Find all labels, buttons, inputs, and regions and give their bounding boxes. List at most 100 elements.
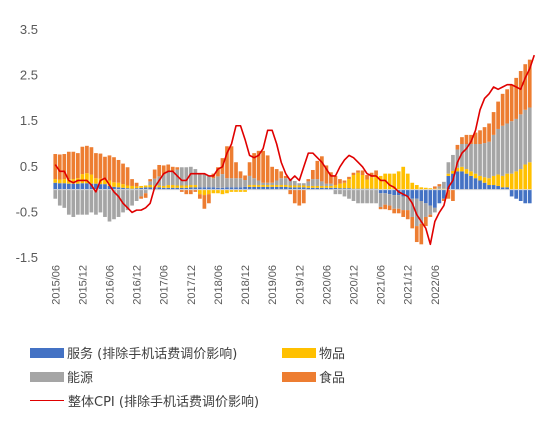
bar-goods	[71, 179, 76, 184]
bar-energy	[374, 189, 378, 204]
bar-goods	[62, 179, 67, 184]
bar-energy	[270, 182, 275, 186]
bar-energy	[333, 189, 338, 195]
bar-services	[202, 187, 207, 190]
bar-food	[297, 189, 302, 206]
bar-services	[229, 187, 234, 190]
bar-goods	[107, 180, 112, 186]
bar-goods	[116, 182, 121, 188]
bar-services	[419, 189, 424, 201]
bar-food	[166, 164, 171, 172]
bar-goods	[193, 185, 198, 188]
bar-food	[198, 194, 202, 199]
bar-goods	[170, 185, 175, 188]
bar-food	[419, 223, 424, 245]
bar-energy	[487, 141, 491, 179]
y-tick-label: 1.5	[20, 113, 38, 128]
bar-energy	[225, 178, 229, 188]
bar-food	[315, 160, 320, 180]
bar-goods	[166, 185, 171, 188]
bar-goods	[378, 175, 383, 190]
bar-food	[256, 150, 261, 181]
bar-services	[207, 187, 211, 190]
bar-goods	[392, 173, 397, 190]
bar-food	[247, 162, 252, 176]
legend-swatch-services	[30, 347, 64, 358]
bar-services	[329, 187, 333, 190]
bar-services	[414, 189, 419, 199]
bar-services	[184, 187, 189, 190]
bar-goods	[125, 185, 130, 189]
bar-goods	[351, 175, 356, 189]
bar-energy	[116, 189, 121, 217]
bar-services	[428, 189, 433, 206]
bar-food	[130, 179, 134, 186]
bar-energy	[247, 175, 252, 186]
bar-goods	[509, 173, 514, 190]
legend-label-cpi: 整体CPI (排除手机话费调价影响)	[68, 395, 260, 410]
bar-goods	[85, 173, 89, 184]
bar-food	[414, 226, 419, 243]
bar-food	[80, 146, 85, 175]
bar-food	[139, 196, 143, 199]
bar-energy	[139, 189, 143, 197]
bar-energy	[94, 189, 98, 215]
bar-goods	[202, 189, 207, 196]
bar-energy	[80, 189, 85, 215]
x-tick-label: 2015/12	[77, 265, 89, 305]
bar-food	[152, 169, 157, 179]
bar-energy	[356, 189, 360, 204]
bar-services	[514, 189, 519, 199]
bar-services	[107, 185, 112, 190]
bar-food	[121, 163, 125, 185]
bar-food	[383, 204, 387, 210]
bar-goods	[518, 169, 523, 190]
y-tick-label: -0.5	[16, 204, 38, 219]
bar-food	[342, 180, 347, 183]
bar-goods	[500, 175, 505, 188]
bar-services	[220, 187, 225, 190]
bar-goods	[446, 173, 451, 176]
bar-services	[432, 189, 437, 208]
bar-energy	[527, 107, 532, 163]
bar-food	[310, 169, 315, 180]
bar-goods	[216, 189, 220, 194]
bar-services	[170, 187, 175, 190]
bar-services	[225, 187, 229, 190]
bar-goods	[491, 175, 496, 186]
bar-services	[333, 187, 338, 190]
legend: 服务 (排除手机话费调价影响) 物品 能源 食品 整体CPI (排除手机话费调价…	[30, 343, 540, 423]
bar-goods	[414, 185, 419, 190]
bar-services	[261, 186, 265, 190]
bar-energy	[238, 178, 243, 188]
bar-food	[292, 189, 297, 204]
bar-goods	[482, 177, 487, 183]
bar-goods	[428, 188, 433, 190]
bar-food	[175, 167, 180, 170]
bar-food	[161, 165, 166, 175]
bar-energy	[121, 189, 125, 213]
bar-energy	[469, 144, 473, 172]
bar-services	[505, 187, 509, 190]
bar-goods	[310, 185, 315, 188]
bar-goods	[396, 171, 401, 190]
bar-goods	[360, 175, 365, 189]
bar-energy	[514, 118, 519, 172]
bar-energy	[256, 180, 261, 186]
bar-food	[288, 189, 293, 195]
bar-goods	[487, 178, 491, 186]
bar-food	[482, 127, 487, 144]
bar-goods	[139, 185, 143, 188]
bar-services	[157, 187, 162, 190]
bar-goods	[225, 189, 229, 194]
bar-energy	[455, 149, 460, 168]
bar-energy	[324, 183, 329, 186]
bar-goods	[256, 185, 261, 187]
bar-food	[333, 175, 338, 186]
bar-services	[437, 189, 442, 204]
bar-energy	[320, 181, 324, 186]
bar-energy	[161, 174, 166, 186]
bar-services	[247, 186, 252, 190]
bar-energy	[265, 182, 270, 186]
bar-goods	[121, 184, 125, 188]
